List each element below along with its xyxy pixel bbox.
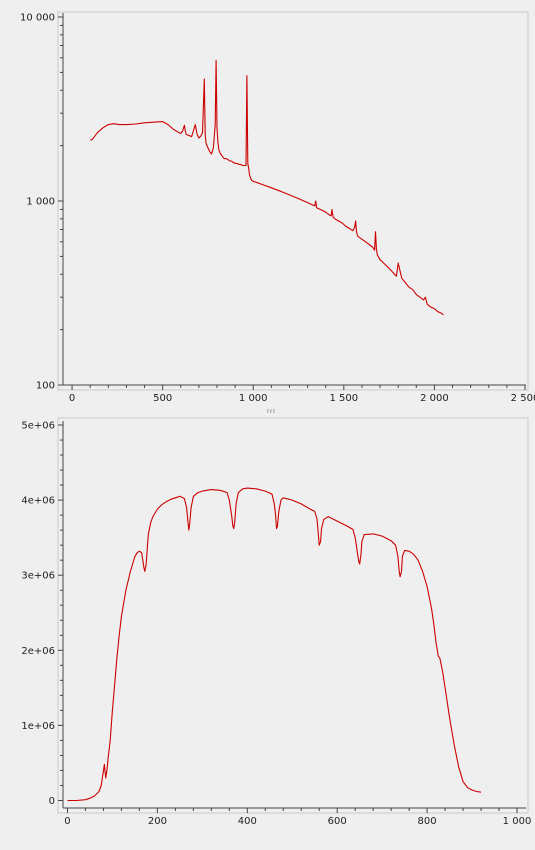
x-tick-label: 2 500: [511, 393, 535, 404]
x-tick-label: 1 500: [330, 393, 359, 404]
splitter-grip: [273, 409, 275, 413]
y-tick-label: 0: [49, 796, 55, 807]
y-tick-label: 1 000: [26, 197, 55, 208]
x-tick-label: 500: [153, 393, 172, 404]
x-tick-label: 400: [238, 816, 257, 827]
y-tick-label: 5e+06: [21, 421, 55, 432]
x-tick-label: 800: [418, 816, 437, 827]
y-tick-label: 4e+06: [21, 496, 55, 507]
series-line-1: [90, 59, 444, 316]
splitter-grip: [267, 409, 269, 413]
x-tick-label: 2 000: [420, 393, 449, 404]
series-line-1: [67, 487, 482, 802]
plot-frame: [57, 11, 529, 391]
y-tick-label: 3e+06: [21, 571, 55, 582]
x-tick-label: 0: [69, 393, 75, 404]
chart-2: 0 200 400 600 800 1 000 0 1e+06 2e+06 3e+06 4e+06 5…: [21, 417, 532, 827]
x-tick-label: 1 000: [503, 816, 532, 827]
plot-frame: [57, 417, 529, 814]
x-tick-label: 1 000: [239, 393, 268, 404]
y-tick-label: 10 000: [20, 13, 55, 24]
x-tick-label: 0: [64, 816, 70, 827]
y-tick-label: 1e+06: [21, 721, 55, 732]
chart-1: 0 500 1 000 1 500 2 000 2 500 100 1 000 10 000: [20, 11, 535, 404]
x-tick-label: 600: [328, 816, 347, 827]
y-tick-label: 2e+06: [21, 646, 55, 657]
x-tick-label: 200: [148, 816, 167, 827]
splitter-grip: [270, 409, 272, 413]
y-tick-label: 100: [36, 381, 55, 392]
